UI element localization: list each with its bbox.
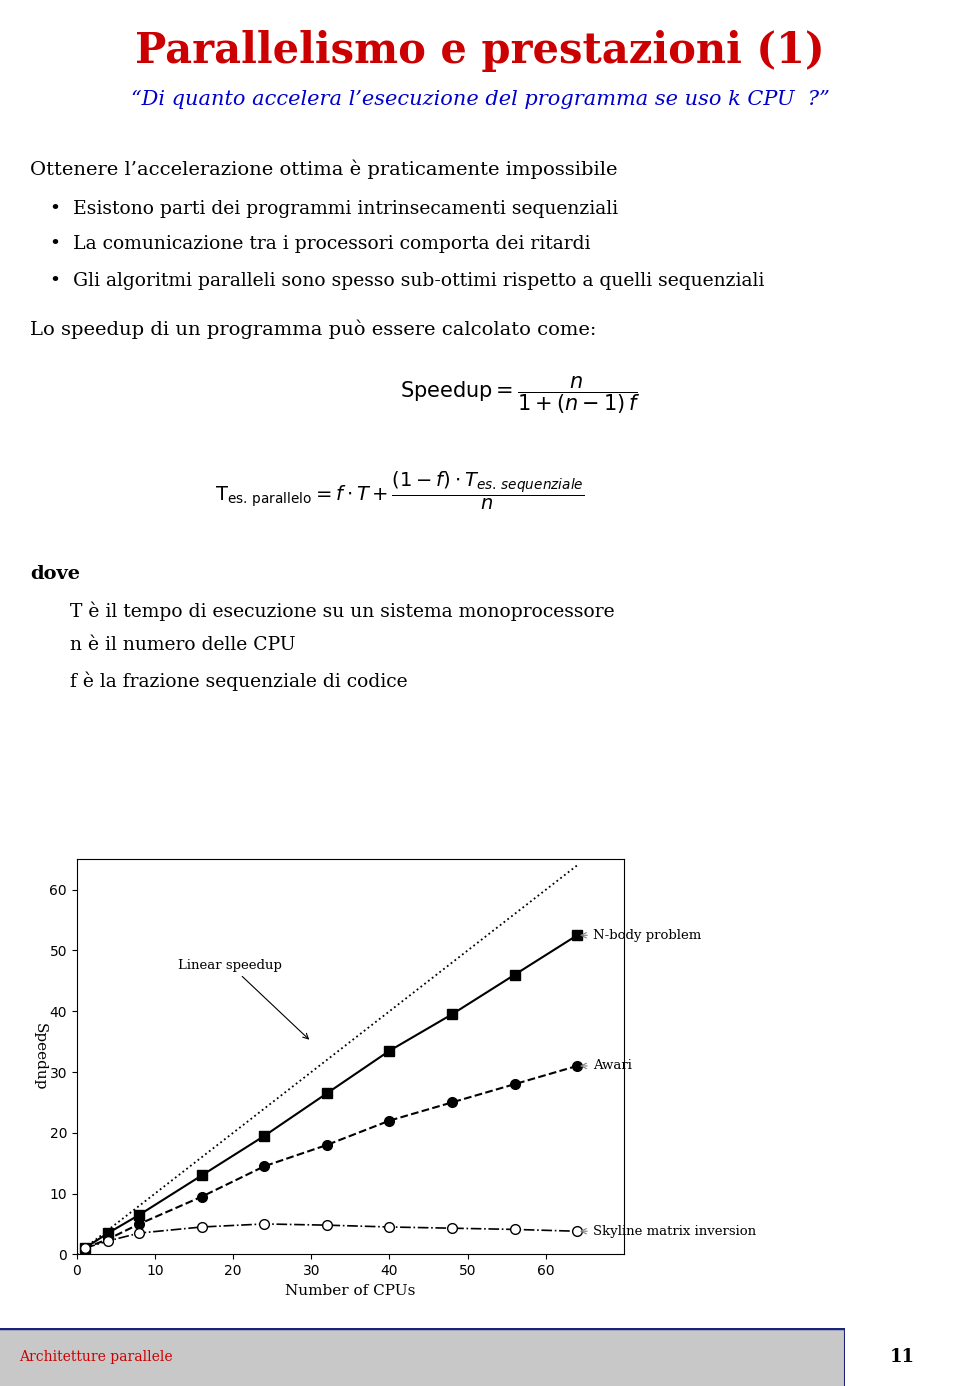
Text: N-body problem: N-body problem bbox=[581, 929, 701, 941]
Text: T è il tempo di esecuzione su un sistema monoprocessore: T è il tempo di esecuzione su un sistema… bbox=[70, 602, 614, 621]
Text: Architetture parallele: Architetture parallele bbox=[19, 1350, 173, 1364]
Text: Parallelismo e prestazioni (1): Parallelismo e prestazioni (1) bbox=[135, 30, 825, 72]
Text: •  La comunicazione tra i processori comporta dei ritardi: • La comunicazione tra i processori comp… bbox=[50, 234, 590, 252]
Text: $\mathrm{Speedup} = \dfrac{n}{1 + (n-1)\,f}$: $\mathrm{Speedup} = \dfrac{n}{1 + (n-1)\… bbox=[400, 374, 640, 416]
Text: Lo speedup di un programma può essere calcolato come:: Lo speedup di un programma può essere ca… bbox=[30, 320, 596, 340]
Text: n è il numero delle CPU: n è il numero delle CPU bbox=[70, 636, 296, 654]
Text: 11: 11 bbox=[890, 1349, 915, 1365]
Text: f è la frazione sequenziale di codice: f è la frazione sequenziale di codice bbox=[70, 671, 408, 692]
Text: Awari: Awari bbox=[581, 1059, 632, 1073]
Text: •  Gli algoritmi paralleli sono spesso sub-ottimi rispetto a quelli sequenziali: • Gli algoritmi paralleli sono spesso su… bbox=[50, 272, 764, 290]
Y-axis label: Speedup: Speedup bbox=[33, 1023, 47, 1091]
Text: $\mathrm{T_{es.\,parallelo}} = f \cdot T + \dfrac{(1-f) \cdot T_{es.\,sequenzial: $\mathrm{T_{es.\,parallelo}} = f \cdot T… bbox=[215, 470, 585, 511]
Text: Linear speedup: Linear speedup bbox=[179, 959, 308, 1040]
Text: •  Esistono parti dei programmi intrinsecamenti sequenziali: • Esistono parti dei programmi intrinsec… bbox=[50, 200, 618, 218]
Text: “Di quanto accelera l’esecuzione del programma se uso k CPU  ?”: “Di quanto accelera l’esecuzione del pro… bbox=[131, 90, 829, 109]
Text: Ottenere l’accelerazione ottima è praticamente impossibile: Ottenere l’accelerazione ottima è pratic… bbox=[30, 159, 617, 179]
Text: dove: dove bbox=[30, 564, 80, 582]
Text: Skyline matrix inversion: Skyline matrix inversion bbox=[581, 1225, 756, 1238]
X-axis label: Number of CPUs: Number of CPUs bbox=[285, 1283, 416, 1297]
Bar bbox=[845, 1328, 960, 1386]
